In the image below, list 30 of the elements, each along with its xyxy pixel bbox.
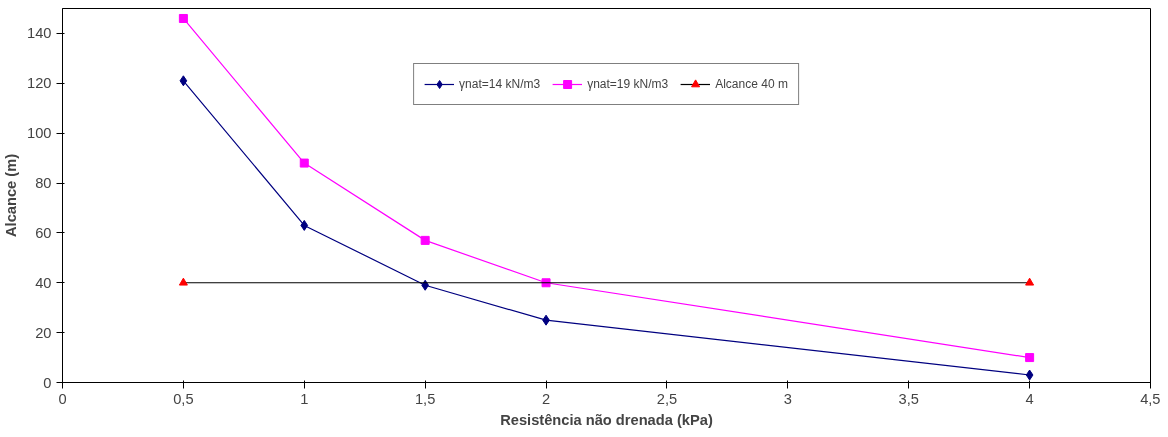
point [1025,353,1035,363]
legend-label: γnat=14 kN/m3 [459,77,541,91]
point [179,75,188,87]
x-axis-title: Resistência não drenada (kPa) [500,411,713,428]
point [300,219,309,231]
point [420,235,430,245]
point [178,13,188,23]
x-tick-label: 1 [300,390,309,407]
y-tick-label: 60 [35,224,52,241]
y-tick-label: 140 [27,25,52,42]
x-tick-label: 4,5 [1140,390,1161,407]
x-tick-label: 0,5 [173,390,194,407]
y-tick-label: 20 [35,324,52,341]
legend-label: Alcance 40 m [715,77,788,91]
x-tick-label: 0 [58,390,67,407]
x-tick-label: 3 [783,390,792,407]
y-tick-label: 120 [27,75,52,92]
x-tick-label: 4 [1025,390,1034,407]
y-axis-title: Alcance (m) [3,153,20,238]
y-tick-label: 80 [35,175,52,192]
legend-label: γnat=19 kN/m3 [587,77,669,91]
y-tick-label: 100 [27,125,52,142]
point [299,158,309,168]
x-tick-label: 2,5 [656,390,678,407]
y-tick-label: 40 [35,274,52,291]
y-tick-label: 0 [43,374,52,391]
x-tick-label: 1,5 [414,390,436,407]
x-tick-label: 3,5 [898,390,919,407]
x-tick-label: 2 [541,390,551,407]
point [1025,369,1034,381]
